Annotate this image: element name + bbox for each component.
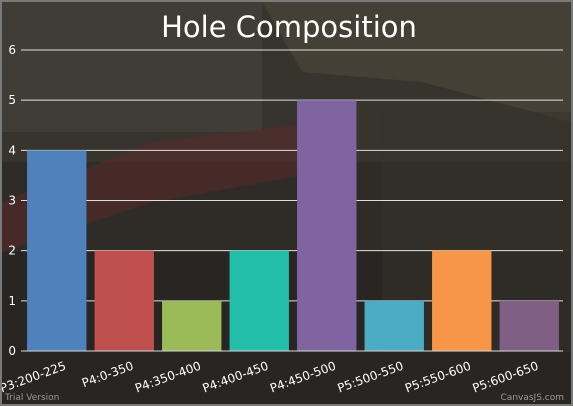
- y-tick-label: 6: [8, 43, 16, 57]
- bar-5[interactable]: [364, 300, 424, 351]
- y-tick-label: 4: [8, 143, 16, 157]
- x-axis-labels: P3:200-225 P4:0-350P4:350-400P4:400-450P4…: [2, 359, 540, 396]
- chart-title: Hole Composition: [161, 10, 417, 44]
- bar-6[interactable]: [432, 250, 492, 351]
- bar-3[interactable]: [229, 250, 289, 351]
- watermark-right: CanvasJS.com: [501, 393, 564, 403]
- y-tick-label: 2: [8, 244, 16, 258]
- y-tick-label: 3: [8, 194, 16, 208]
- bar-1[interactable]: [94, 250, 154, 351]
- x-tick-label: P4:0-350: [80, 359, 135, 391]
- x-tick-label: P4:450-500: [268, 359, 338, 396]
- x-tick-label: P4:400-450: [201, 359, 271, 396]
- bars: [27, 100, 559, 352]
- watermark-left: Trial Version: [4, 393, 59, 403]
- y-axis-ticks: 0 1 2 3 4 5 6: [8, 43, 16, 358]
- y-tick-label: 1: [8, 294, 16, 308]
- bar-7[interactable]: [499, 300, 559, 351]
- y-tick-label: 0: [8, 344, 16, 358]
- x-tick-label: P5:550-600: [403, 359, 473, 396]
- y-tick-label: 5: [8, 93, 16, 107]
- bar-2[interactable]: [162, 300, 222, 351]
- x-tick-label: P3:200-225: [2, 359, 68, 396]
- x-tick-label: P5:600-650: [471, 359, 541, 396]
- bar-0[interactable]: [27, 150, 87, 351]
- bar-4[interactable]: [297, 100, 357, 352]
- x-tick-label: P5:500-550: [336, 359, 406, 396]
- x-tick-label: P4:350-400: [133, 359, 203, 396]
